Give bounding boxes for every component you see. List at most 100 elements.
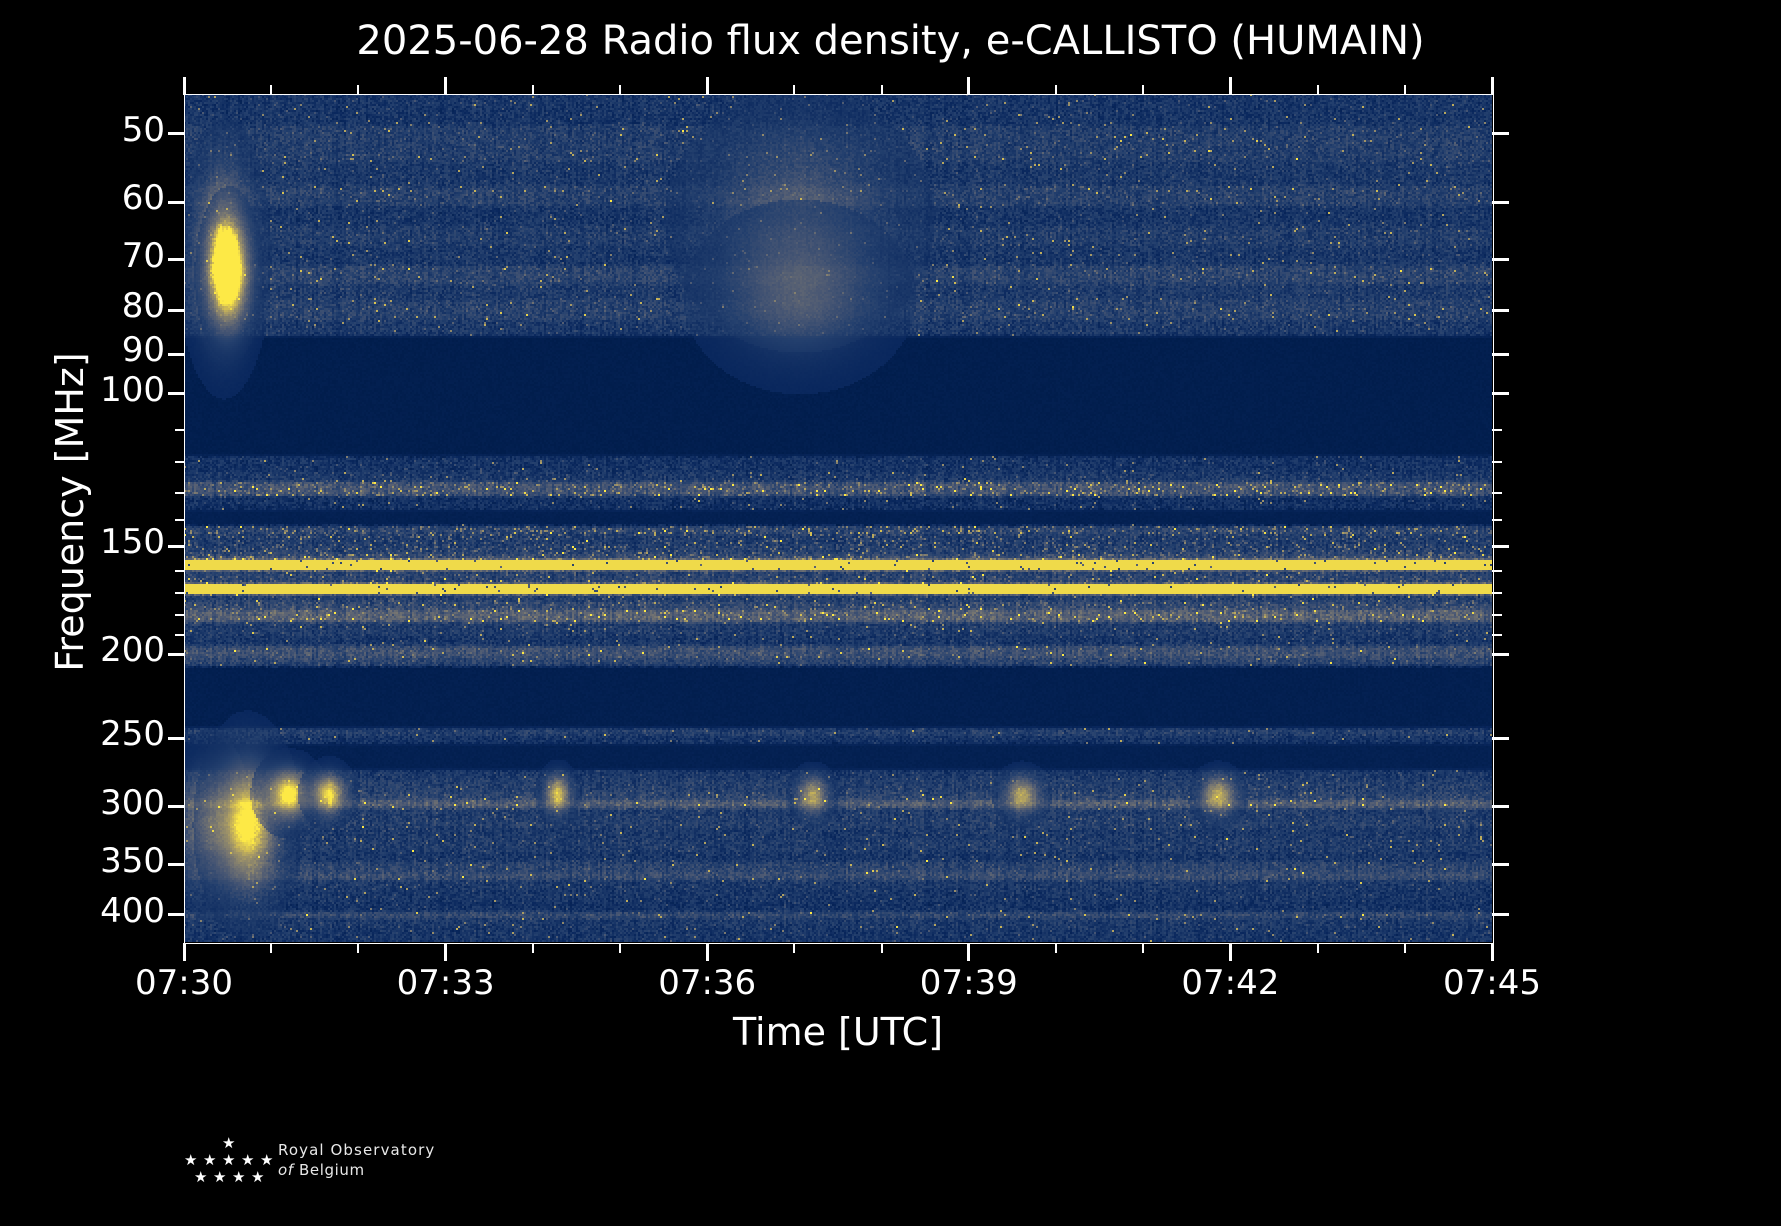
logo-line-2: of Belgium (278, 1160, 508, 1181)
y-axis-label: Frequency [MHz] (48, 352, 92, 672)
y-tick-label: 300 (100, 782, 165, 823)
y-tick-minor-right (1492, 428, 1502, 431)
star-icon: ★ (213, 1168, 227, 1186)
y-tick-minor (175, 569, 185, 572)
y-tick-label: 200 (100, 630, 165, 671)
x-tick-major (182, 943, 186, 961)
y-tick-major (168, 352, 185, 356)
star-icon: ★ (222, 1134, 236, 1152)
y-tick-major (168, 132, 185, 136)
logo-belgium-word: Belgium (299, 1161, 365, 1179)
x-tick-major (967, 943, 971, 961)
x-tick-minor-top (270, 85, 273, 95)
y-tick-major-right (1492, 392, 1509, 396)
y-tick-minor (175, 592, 185, 595)
y-tick-major-right (1492, 352, 1509, 356)
star-icon: ★ (251, 1168, 265, 1186)
y-tick-major (168, 913, 185, 917)
x-tick-major (1490, 943, 1494, 961)
x-tick-label: 07:36 (658, 963, 757, 1003)
y-tick-minor (175, 461, 185, 464)
y-tick-label: 50 (121, 109, 165, 150)
x-axis-label: Time [UTC] (732, 1010, 944, 1054)
x-tick-label: 07:42 (1181, 963, 1280, 1003)
y-tick-major-right (1492, 544, 1509, 548)
x-tick-major-top (182, 77, 186, 95)
x-tick-major-top (1490, 77, 1494, 95)
y-tick-minor-right (1492, 519, 1502, 522)
y-tick-minor (175, 491, 185, 494)
royal-observatory-logo: ★ ★ ★ ★ ★ ★ ★ ★ ★ ★ Royal Observatory of Belgium (178, 1136, 508, 1200)
y-tick-major (168, 392, 185, 396)
star-icon: ★ (232, 1168, 246, 1186)
x-tick-major-top (967, 77, 971, 95)
y-tick-minor-right (1492, 569, 1502, 572)
y-tick-minor (175, 519, 185, 522)
x-tick-major (1228, 943, 1232, 961)
y-tick-major (168, 544, 185, 548)
x-tick-minor (1403, 943, 1406, 953)
y-tick-label: 80 (121, 286, 165, 327)
logo-stars-icon: ★ ★ ★ ★ ★ ★ ★ ★ ★ ★ (178, 1136, 274, 1196)
x-tick-minor-top (619, 85, 621, 95)
x-tick-minor-top (880, 85, 883, 95)
star-icon: ★ (184, 1151, 198, 1169)
y-tick-major-right (1492, 652, 1509, 656)
y-tick-major-right (1492, 258, 1509, 262)
x-tick-label: 07:33 (396, 963, 495, 1003)
x-tick-label: 07:30 (135, 963, 233, 1003)
y-tick-minor-right (1492, 613, 1502, 616)
x-tick-minor (1055, 943, 1057, 953)
spectrogram-image (184, 94, 1492, 942)
y-tick-major (168, 200, 185, 204)
page-title: 2025-06-28 Radio flux density, e-CALLIST… (356, 18, 1425, 64)
x-tick-minor (1316, 943, 1319, 953)
logo-line-1: Royal Observatory (278, 1141, 436, 1159)
x-tick-minor-top (1142, 85, 1145, 95)
y-tick-minor-right (1492, 461, 1502, 464)
y-tick-major-right (1492, 200, 1509, 204)
y-tick-minor (175, 428, 185, 431)
x-tick-label: 07:45 (1443, 963, 1541, 1003)
x-tick-minor (270, 943, 273, 953)
star-icon: ★ (194, 1168, 208, 1186)
star-icon: ★ (203, 1151, 217, 1169)
y-tick-label: 90 (121, 330, 165, 371)
y-tick-label: 400 (100, 890, 165, 931)
y-tick-major-right (1492, 132, 1509, 136)
star-icon: ★ (241, 1151, 255, 1169)
x-tick-major (705, 943, 709, 961)
y-tick-major-right (1492, 736, 1509, 740)
y-tick-label: 70 (121, 235, 165, 276)
spectrogram-plot-area (184, 94, 1492, 942)
x-tick-minor (357, 943, 360, 953)
x-tick-major (444, 943, 448, 961)
x-tick-minor (619, 943, 621, 953)
x-tick-minor-top (793, 85, 796, 95)
x-tick-major-top (444, 77, 448, 95)
y-tick-label: 100 (100, 369, 165, 410)
logo-of-word: of (278, 1161, 294, 1179)
x-tick-minor-top (357, 85, 360, 95)
y-tick-major-right (1492, 863, 1509, 867)
y-tick-label: 250 (100, 714, 165, 755)
y-tick-minor-right (1492, 491, 1502, 494)
y-tick-major (168, 308, 185, 312)
x-tick-label: 07:39 (919, 963, 1018, 1003)
x-tick-minor (1142, 943, 1145, 953)
y-tick-minor-right (1492, 634, 1502, 637)
y-tick-major (168, 736, 185, 740)
x-tick-minor (880, 943, 883, 953)
y-tick-major (168, 863, 185, 867)
y-tick-major (168, 652, 185, 656)
y-tick-major-right (1492, 308, 1509, 312)
x-tick-minor-top (1055, 85, 1057, 95)
y-tick-minor (175, 613, 185, 616)
y-tick-major (168, 258, 185, 262)
x-tick-minor-top (1316, 85, 1319, 95)
y-tick-label: 350 (100, 840, 165, 881)
y-tick-minor-right (1492, 592, 1502, 595)
logo-text: Royal Observatory of Belgium (278, 1141, 508, 1181)
x-tick-minor (531, 943, 534, 953)
